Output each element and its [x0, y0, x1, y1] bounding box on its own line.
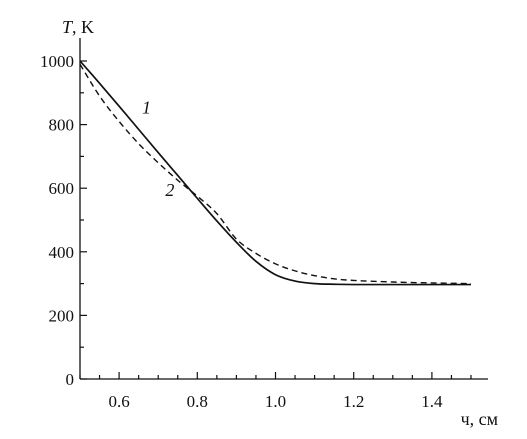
- curve-label-1: 1: [142, 97, 151, 117]
- curve-label-2: 2: [165, 180, 174, 200]
- x-axis-title: ч, см: [461, 409, 498, 429]
- x-tick-label: 0.8: [187, 392, 208, 411]
- series-line-1: [79, 60, 471, 286]
- y-axis-title-unit: , K: [72, 17, 94, 37]
- x-tick-label: 0.6: [108, 392, 129, 411]
- series-group: [79, 60, 472, 286]
- y-tick-label: 1000: [40, 52, 74, 71]
- curve-labels: 12: [142, 97, 174, 200]
- y-axis: 0 200 400 600 800 1000: [40, 38, 87, 389]
- y-tick-label: 800: [49, 116, 75, 135]
- y-tick-label: 200: [49, 306, 75, 325]
- x-axis: 0.6 0.8 1.0 1.2 1.4: [79, 372, 488, 411]
- x-tick-label: 1.2: [343, 392, 364, 411]
- y-tick-label: 400: [49, 243, 75, 262]
- x-tick-label: 1.4: [421, 392, 443, 411]
- y-axis-title: T, K: [62, 17, 94, 37]
- y-tick-label: 600: [49, 179, 75, 198]
- y-tick-label: 0: [66, 370, 75, 389]
- y-axis-title-symbol: T: [62, 17, 74, 37]
- series-line-2: [79, 63, 472, 285]
- x-tick-label: 1.0: [265, 392, 286, 411]
